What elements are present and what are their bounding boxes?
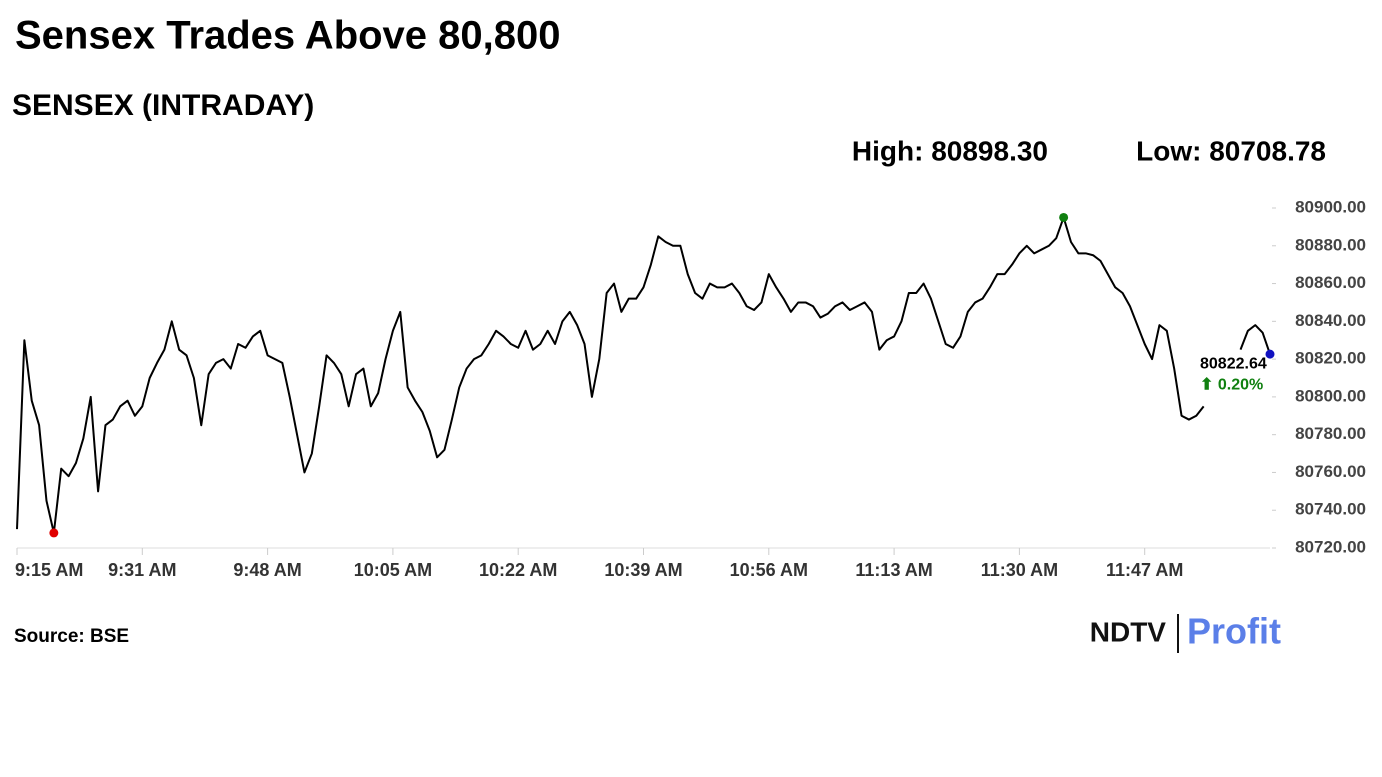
x-tick-label: 9:31 AM: [108, 560, 176, 580]
high-marker: [1059, 212, 1069, 222]
x-tick-label: 11:30 AM: [981, 560, 1058, 580]
x-tick-label: 9:15 AM: [15, 560, 83, 580]
low-label: Low: 80708.78: [1136, 135, 1326, 166]
chart-subtitle: SENSEX (INTRADAY): [12, 89, 314, 122]
brand-ndtv: NDTV: [1090, 616, 1167, 647]
y-tick-label: 80820.00: [1295, 349, 1366, 368]
y-tick-label: 80840.00: [1295, 311, 1366, 330]
x-tick-label: 10:05 AM: [354, 560, 432, 580]
high-label: High: 80898.30: [852, 135, 1048, 166]
last-marker: [1265, 349, 1275, 359]
y-tick-label: 80800.00: [1295, 386, 1366, 405]
y-tick-label: 80880.00: [1295, 235, 1366, 254]
price-line: [16, 216, 1271, 534]
x-tick-label: 11:13 AM: [855, 560, 932, 580]
y-tick-label: 80720.00: [1295, 537, 1366, 556]
chart-title: Sensex Trades Above 80,800: [15, 14, 561, 58]
low-marker: [49, 528, 59, 538]
y-tick-label: 80760.00: [1295, 462, 1366, 481]
y-tick-label: 80780.00: [1295, 424, 1366, 443]
x-tick-label: 10:56 AM: [730, 560, 808, 580]
y-tick-label: 80900.00: [1295, 197, 1366, 216]
x-tick-label: 11:47 AM: [1106, 560, 1183, 580]
x-tick-label: 10:22 AM: [479, 560, 557, 580]
brand-profit: Profit: [1187, 611, 1281, 652]
y-tick-label: 80860.00: [1295, 273, 1366, 292]
last-value-label: 80822.64: [1200, 355, 1267, 372]
source: Source: BSE: [14, 626, 129, 647]
x-tick-label: 9:48 AM: [233, 560, 301, 580]
y-tick-label: 80740.00: [1295, 500, 1366, 519]
x-tick-label: 10:39 AM: [604, 560, 682, 580]
change-label: ⬆ 0.20%: [1200, 376, 1263, 393]
